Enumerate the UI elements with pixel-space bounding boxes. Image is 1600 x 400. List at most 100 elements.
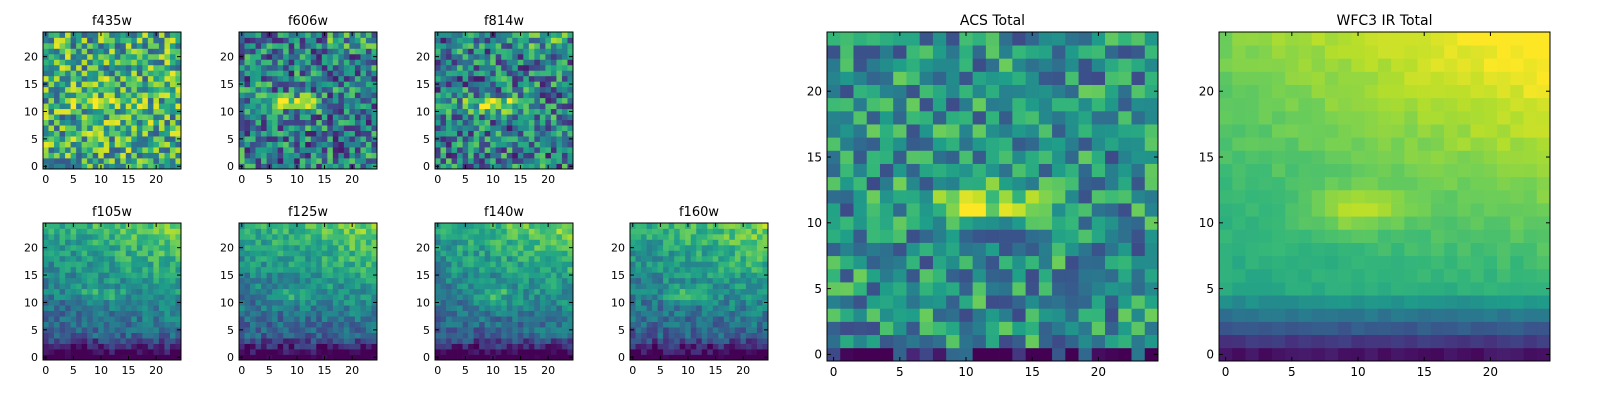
heatmap-cell — [1065, 163, 1079, 178]
heatmap-cell — [545, 288, 552, 295]
heatmap-cell — [338, 261, 345, 268]
heatmap-cell — [142, 223, 149, 229]
heatmap-cell — [266, 250, 273, 257]
heatmap-cell — [283, 37, 290, 44]
heatmap-cell — [490, 228, 497, 235]
heatmap-cell — [48, 327, 55, 333]
heatmap-cell — [501, 310, 508, 317]
heatmap-cell — [512, 349, 519, 355]
heatmap-cell — [109, 354, 116, 361]
heatmap-cell — [490, 288, 497, 295]
heatmap-cell — [946, 255, 960, 270]
heatmap-cell — [81, 327, 88, 333]
heatmap-cell — [696, 310, 703, 317]
heatmap-cell — [734, 343, 741, 350]
heatmap-cell — [473, 130, 480, 137]
heatmap-cell — [762, 321, 769, 328]
heatmap-cell — [517, 233, 524, 240]
heatmap-cell — [1144, 295, 1159, 309]
heatmap-cell — [1052, 189, 1066, 204]
heatmap-cell — [999, 163, 1013, 178]
heatmap-cell — [120, 250, 127, 257]
heatmap-cell — [59, 233, 66, 240]
heatmap-cell — [136, 147, 143, 153]
heatmap-cell — [545, 119, 552, 126]
heatmap-cell — [153, 64, 160, 71]
heatmap-cell — [468, 53, 474, 60]
heatmap-cell — [539, 53, 546, 60]
heatmap-cell — [484, 354, 491, 361]
heatmap-cell — [545, 266, 552, 273]
heatmap-cell — [701, 349, 708, 355]
heatmap-cell — [561, 141, 568, 148]
heatmap-cell — [76, 32, 82, 38]
heatmap-cell — [550, 310, 557, 317]
heatmap-cell — [142, 327, 149, 333]
heatmap-cell — [81, 86, 88, 93]
heatmap-cell — [506, 294, 513, 301]
heatmap-cell — [299, 125, 306, 131]
heatmap-cell — [501, 349, 508, 355]
y-tick-label: 0 — [423, 160, 430, 173]
heatmap-cell — [70, 114, 77, 121]
heatmap-cell — [70, 97, 77, 104]
heatmap-cell — [512, 114, 519, 121]
heatmap-cell — [827, 163, 841, 178]
heatmap-cell — [440, 266, 447, 273]
heatmap-cell — [440, 316, 447, 322]
heatmap-cell — [70, 299, 77, 306]
heatmap-cell — [244, 343, 251, 350]
heatmap-cell — [142, 299, 149, 306]
heatmap-cell — [92, 114, 99, 121]
heatmap-cell — [707, 244, 714, 251]
heatmap-cell — [674, 223, 681, 229]
heatmap-cell — [630, 305, 636, 312]
heatmap-cell — [561, 332, 568, 339]
heatmap-cell — [495, 92, 502, 99]
heatmap-cell — [1038, 216, 1053, 230]
heatmap-cell — [43, 266, 49, 273]
heatmap-cell — [109, 288, 116, 295]
heatmap-cell — [435, 97, 441, 104]
heatmap-cell — [158, 239, 165, 246]
heatmap-cell — [327, 108, 334, 115]
heatmap-cell — [468, 158, 474, 164]
heatmap-cell — [76, 59, 82, 66]
heatmap-cell — [946, 321, 960, 336]
heatmap-cell — [657, 255, 664, 262]
heatmap-cell — [545, 103, 552, 110]
heatmap-cell — [250, 97, 256, 104]
heatmap-cell — [501, 338, 508, 344]
heatmap-cell — [158, 321, 165, 328]
heatmap-cell — [506, 233, 513, 240]
heatmap-cell — [54, 261, 60, 268]
heatmap-cell — [451, 272, 458, 279]
heatmap-cell — [87, 48, 94, 55]
axes-frame — [42, 222, 182, 361]
heatmap-cell — [446, 86, 452, 93]
heatmap-cell — [175, 228, 182, 235]
heatmap-cell — [261, 70, 267, 77]
heatmap-cell — [1052, 321, 1066, 336]
heatmap-cell — [484, 42, 491, 49]
heatmap-cell — [283, 103, 290, 110]
heatmap-cell — [343, 305, 350, 312]
heatmap-cell — [479, 53, 486, 60]
heatmap-cell — [81, 108, 88, 115]
heatmap-cell — [707, 250, 714, 257]
heatmap-cell — [327, 152, 334, 159]
axes-frame — [434, 31, 574, 170]
heatmap-cell — [354, 114, 361, 121]
heatmap-cell — [98, 125, 105, 131]
heatmap-cell — [48, 239, 55, 246]
heatmap-cell — [299, 288, 306, 295]
heatmap-cell — [131, 108, 138, 115]
heatmap-cell — [435, 266, 441, 273]
heatmap-cell — [512, 277, 519, 284]
heatmap-cell — [125, 152, 132, 159]
heatmap-cell — [473, 228, 480, 235]
heatmap-cell — [440, 228, 447, 235]
heatmap-cell — [712, 272, 719, 279]
heatmap-cell — [70, 261, 77, 268]
heatmap-cell — [501, 288, 508, 295]
